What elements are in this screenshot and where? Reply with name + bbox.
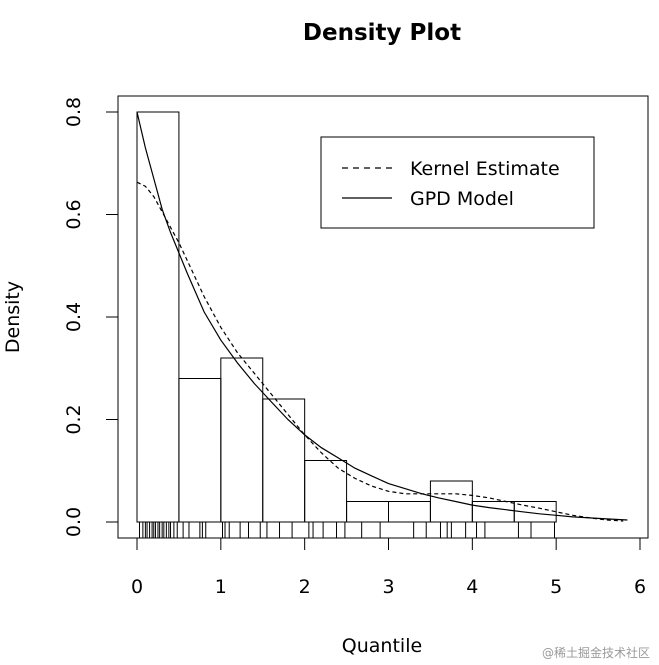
y-axis-title: Density — [2, 281, 24, 353]
histogram-bar — [388, 501, 431, 523]
x-axis-title: Quantile — [342, 635, 422, 657]
histogram-bar — [262, 398, 306, 523]
histogram-bar — [429, 480, 473, 523]
legend-label-gpd-model: GPD Model — [410, 188, 514, 210]
x-tick-label: 2 — [299, 576, 311, 598]
series-line-gpd-model — [136, 111, 628, 521]
histogram-bar — [513, 501, 557, 523]
rug-marks — [139, 522, 555, 538]
histogram-bars — [136, 111, 557, 523]
x-tick-label: 4 — [466, 576, 478, 598]
chart-title: Density Plot — [303, 20, 461, 46]
y-axis: 0.0 0.2 0.4 0.6 0.8 — [63, 97, 119, 537]
legend-label-kernel-estimate: Kernel Estimate — [410, 158, 560, 180]
histogram-bar — [346, 501, 390, 523]
histogram-bar — [304, 460, 348, 523]
y-tick-label: 0.2 — [63, 404, 85, 434]
legend: Kernel Estimate GPD Model — [320, 136, 595, 229]
x-tick-label: 5 — [550, 576, 562, 598]
density-lines — [136, 111, 628, 522]
y-tick-label: 0.4 — [63, 302, 85, 332]
y-tick-label: 0.8 — [63, 97, 85, 127]
histogram-bar — [178, 378, 222, 523]
watermark-text: @稀土掘金技术社区 — [542, 645, 650, 660]
x-tick-label: 3 — [382, 576, 394, 598]
series-line-kernel-estimate — [136, 181, 624, 522]
histogram-bar — [471, 501, 515, 523]
histogram-bar — [136, 111, 180, 523]
x-axis: 0 1 2 3 4 5 6 — [131, 537, 646, 598]
x-tick-label: 0 — [131, 576, 143, 598]
y-tick-label: 0.0 — [63, 507, 85, 537]
x-tick-label: 6 — [634, 576, 646, 598]
histogram-bar — [220, 357, 264, 523]
x-tick-label: 1 — [215, 576, 227, 598]
y-tick-label: 0.6 — [63, 199, 85, 229]
legend-box — [320, 136, 595, 229]
